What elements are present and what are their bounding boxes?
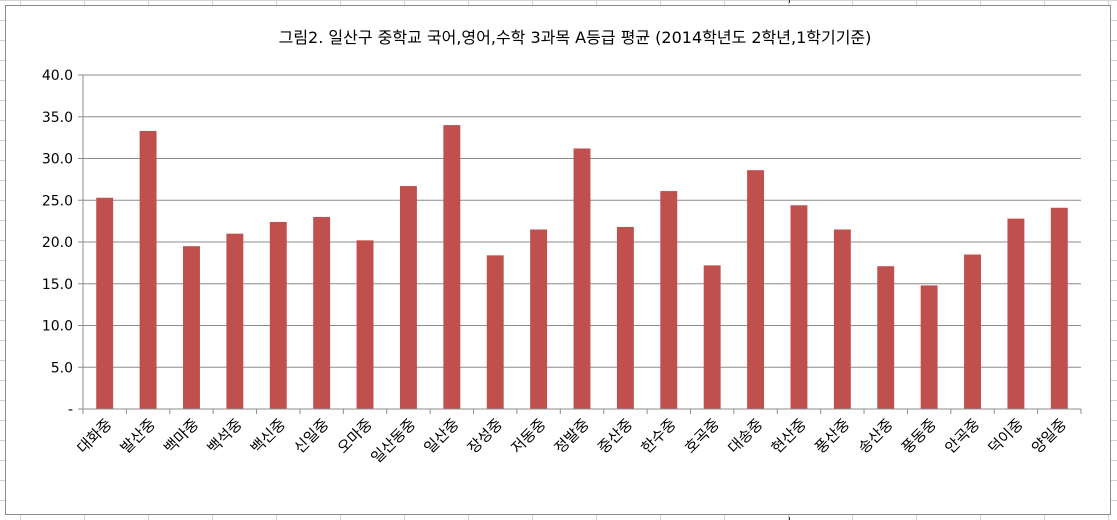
x-tick-label: 현산중 bbox=[768, 415, 810, 457]
x-tick-label: 중산중 bbox=[594, 415, 636, 457]
bars bbox=[96, 125, 1068, 410]
x-tick-label: 호곡중 bbox=[681, 415, 723, 457]
y-tick-label: 25.0 bbox=[42, 193, 73, 209]
bar bbox=[920, 285, 938, 409]
x-tick-label: 백석중 bbox=[204, 415, 246, 457]
x-axis bbox=[82, 75, 1082, 414]
bar bbox=[530, 229, 548, 409]
x-tick-label: 일산동중 bbox=[368, 415, 420, 467]
bar bbox=[877, 266, 895, 409]
x-tick-label: 백마중 bbox=[160, 415, 202, 457]
x-tick-label: 덕이중 bbox=[985, 415, 1027, 457]
y-tick-label: 30.0 bbox=[42, 152, 73, 168]
y-tick-label: 35.0 bbox=[42, 110, 73, 126]
bar bbox=[573, 148, 591, 410]
bar bbox=[703, 265, 721, 409]
x-tick-label: 송산중 bbox=[855, 415, 897, 457]
x-tick-label: 양일중 bbox=[1028, 415, 1070, 457]
y-tick-label: 15.0 bbox=[42, 277, 73, 293]
x-tick-label: 일산중 bbox=[421, 415, 463, 457]
x-tick-label: 장성중 bbox=[464, 415, 506, 457]
bar bbox=[226, 233, 244, 409]
bar bbox=[399, 186, 417, 409]
x-tick-label: 대화중 bbox=[74, 415, 116, 457]
x-tick-label: 저동중 bbox=[507, 415, 549, 457]
x-tick-label: 정발중 bbox=[551, 415, 593, 457]
y-tick-label: 20.0 bbox=[42, 235, 73, 251]
bar bbox=[96, 197, 114, 409]
bar bbox=[660, 191, 678, 409]
bar bbox=[443, 125, 461, 409]
chart-area[interactable]: 그림2. 일산구 중학교 국어,영어,수학 3과목 A등급 평균 (2014학년… bbox=[5, 5, 1111, 515]
x-tick-label: 안곡중 bbox=[941, 415, 983, 457]
bar bbox=[790, 205, 808, 409]
bar bbox=[747, 170, 765, 409]
bar bbox=[183, 246, 200, 409]
bar bbox=[139, 130, 157, 409]
x-tick-label: 신일중 bbox=[290, 415, 332, 457]
x-tick-label: 발산중 bbox=[117, 415, 159, 457]
bar bbox=[486, 255, 504, 409]
y-axis-tick-labels: - 5.0 10.0 15.0 20.0 25.0 30.0 35.0 40.0 bbox=[42, 68, 73, 418]
bar bbox=[356, 240, 374, 409]
bar bbox=[616, 226, 634, 409]
bar bbox=[269, 221, 287, 409]
y-tick-label: 10.0 bbox=[42, 319, 73, 335]
y-tick-label: 5.0 bbox=[51, 360, 73, 376]
bar-chart: 그림2. 일산구 중학교 국어,영어,수학 3과목 A등급 평균 (2014학년… bbox=[42, 28, 1082, 467]
x-tick-label: 풍산중 bbox=[811, 415, 853, 457]
y-tick-label: - bbox=[68, 402, 73, 418]
bar bbox=[964, 254, 981, 409]
bar bbox=[833, 229, 851, 409]
chart-title: 그림2. 일산구 중학교 국어,영어,수학 3과목 A등급 평균 (2014학년… bbox=[279, 28, 872, 47]
x-tick-label: 백신중 bbox=[247, 415, 289, 457]
bar bbox=[1050, 207, 1068, 409]
bar bbox=[313, 216, 331, 409]
x-tick-label: 대송중 bbox=[724, 415, 766, 457]
x-tick-label: 풍동중 bbox=[898, 415, 940, 457]
bar bbox=[1007, 218, 1025, 409]
y-tick-label: 40.0 bbox=[42, 68, 73, 84]
x-tick-label: 한수중 bbox=[638, 415, 680, 457]
